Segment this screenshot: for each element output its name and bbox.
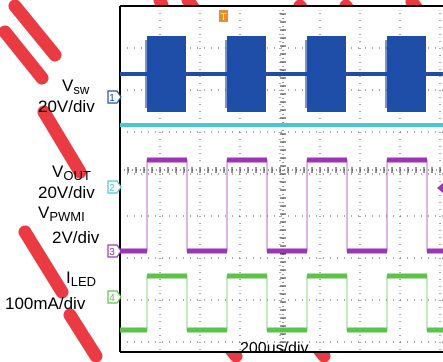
watermark-stroke — [37, 105, 87, 179]
trigger-marker: T — [219, 10, 228, 23]
iled-trace-low-level — [187, 327, 227, 333]
vsw-switching-burst — [307, 36, 346, 112]
watermark-stroke — [18, 225, 69, 299]
vpwmi-trace-low-level — [427, 248, 443, 254]
vpwmi-trace-low-level — [120, 248, 147, 254]
vout-trace — [120, 123, 443, 127]
channel-marker-shape — [107, 180, 122, 194]
vpwmi-trace-low-level — [347, 248, 387, 254]
channel-marker-number: 1 — [109, 93, 115, 104]
vpwmi-trace-high-level — [147, 157, 187, 163]
vout-scale: 20V/div — [38, 183, 95, 202]
vsw-burst-edge — [385, 40, 387, 108]
vpwmi-label: VPWMI — [38, 203, 85, 226]
vsw-burst-edge — [225, 40, 227, 108]
iled-trace-low-level — [267, 327, 307, 333]
vsw-scale: 20V/div — [38, 97, 95, 116]
vpwmi-scale: 2V/div — [52, 228, 100, 247]
vsw-label: Vsw — [62, 76, 89, 99]
channel-marker-number: 2 — [109, 183, 115, 194]
channel-marker-shape — [107, 290, 122, 304]
channel-marker-number: 3 — [109, 247, 115, 258]
channel-marker-4: 4 — [107, 290, 122, 304]
watermark-stroke — [63, 308, 103, 362]
iled-symbol: I — [66, 268, 71, 287]
iled-subscript: LED — [70, 274, 97, 289]
vpwmi-trace-high-level — [307, 157, 347, 163]
vpwmi-trace-high-level — [387, 157, 427, 163]
vsw-switching-burst — [387, 36, 426, 112]
vsw-burst-edge — [145, 40, 147, 108]
vpwmi-trace-low-level — [267, 248, 307, 254]
vout-label: VOUT — [52, 162, 91, 185]
iled-trace-low-level — [120, 327, 147, 333]
channel-marker-number: 4 — [109, 293, 115, 304]
vpwmi-trace-low-level — [187, 248, 227, 254]
vout-symbol: V — [52, 162, 64, 181]
vpwmi-symbol: V — [38, 203, 50, 222]
iled-trace-low-level — [427, 327, 443, 333]
channel-marker-1: 1 — [107, 90, 122, 104]
iled-trace-high-level — [147, 273, 187, 279]
iled-trace-high-level — [307, 273, 347, 279]
channel-marker-shape — [107, 90, 122, 104]
channel-marker-shape — [107, 244, 122, 258]
iled-label: ILED — [66, 268, 96, 291]
channel-marker-3: 3 — [107, 244, 122, 258]
trigger-level-marker — [437, 183, 443, 193]
watermark-stroke — [0, 25, 49, 85]
vpwmi-trace-high-level — [227, 157, 267, 163]
vpwmi-subscript: PWMI — [49, 209, 85, 224]
vsw-baseline — [120, 72, 443, 76]
iled-trace-high-level — [227, 273, 267, 279]
vout-subscript: OUT — [63, 168, 91, 183]
iled-trace-low-level — [347, 327, 387, 333]
trigger-marker-shape — [219, 10, 228, 22]
iled-trace-high-level — [387, 273, 427, 279]
vsw-switching-burst — [227, 36, 266, 112]
x-axis-scale: 200us/div — [240, 340, 309, 357]
watermark-stroke — [8, 0, 62, 62]
vsw-symbol: V — [62, 76, 74, 95]
vsw-switching-burst — [147, 36, 186, 112]
vsw-burst-edge — [305, 40, 307, 108]
channel-marker-2: 2 — [107, 180, 122, 194]
iled-scale: 100mA/div — [5, 294, 86, 313]
vsw-subscript: sw — [73, 82, 90, 97]
trigger-marker-letter: T — [220, 12, 226, 23]
